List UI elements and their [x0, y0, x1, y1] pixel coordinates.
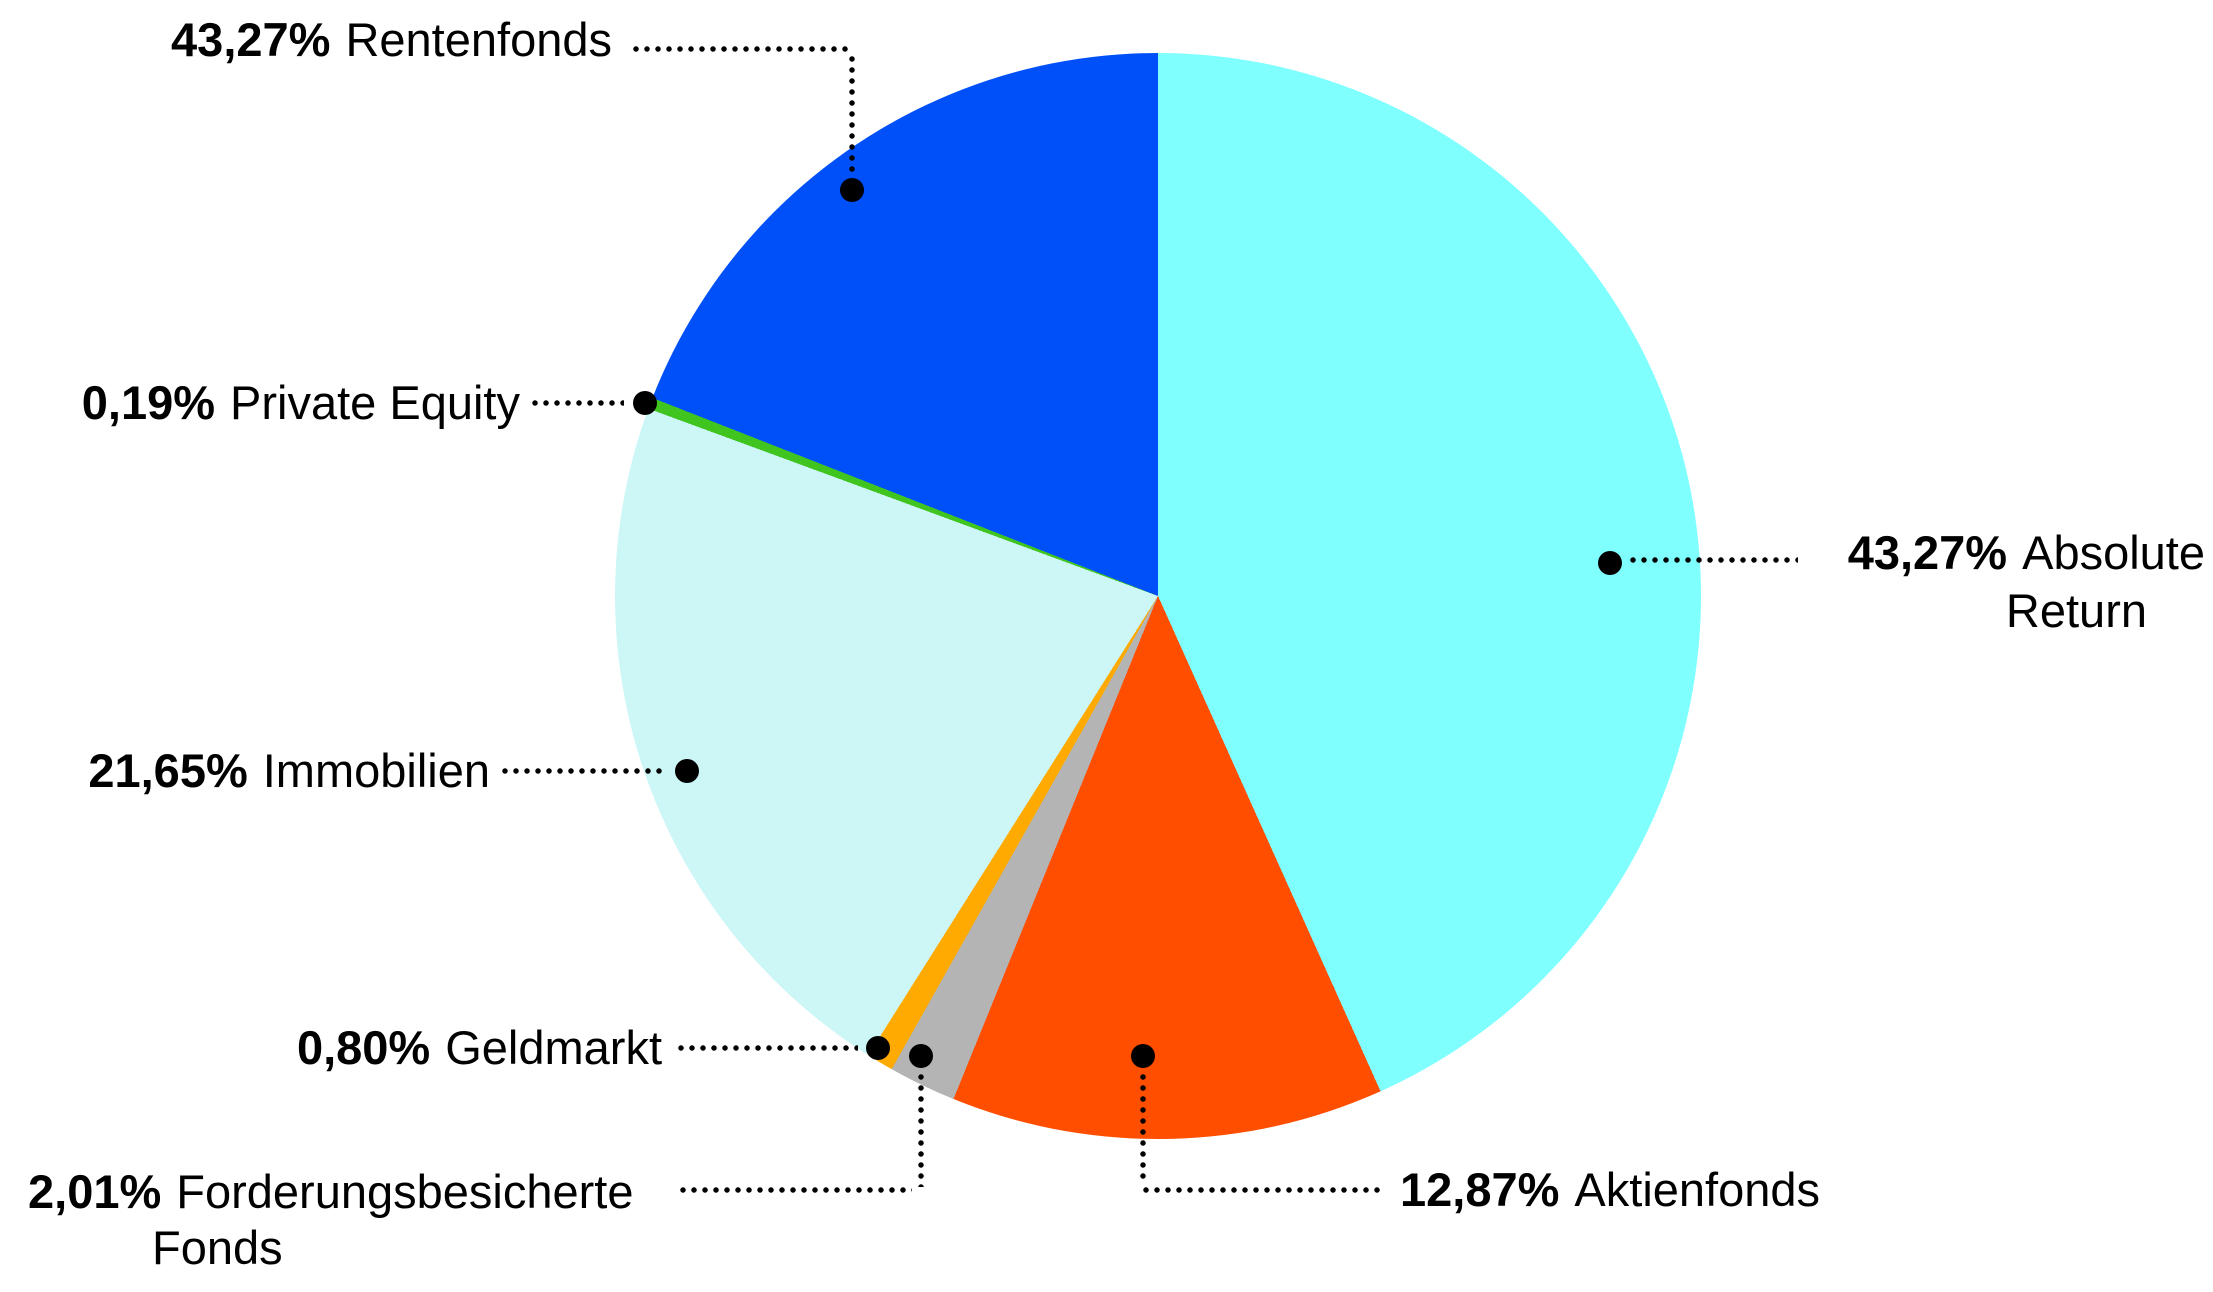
forderung-name-line1: Forderungsbesicherte	[176, 1165, 634, 1218]
private-equity-name: Private Equity	[230, 376, 520, 429]
leader-line-aktienfonds-h	[1143, 1187, 1380, 1193]
aktienfonds-percent: 12,87%	[1400, 1163, 1560, 1216]
leader-line-absolute-return-h	[1630, 557, 1798, 563]
geldmarkt-percent: 0,80%	[296, 1021, 431, 1074]
leader-line-forderung-v	[918, 1074, 924, 1187]
forderung-percent: 2,01%	[28, 1165, 162, 1218]
absolute-return-line1: 43,27% Absolute	[1848, 524, 2205, 582]
leader-dot-forderung	[909, 1044, 933, 1068]
geldmarkt-name: Geldmarkt	[445, 1021, 662, 1074]
leader-dot-private-equity	[633, 391, 657, 415]
pie-chart	[615, 53, 1701, 1139]
leader-line-private-equity-h	[532, 400, 624, 406]
rentenfonds-name: Rentenfonds	[345, 13, 612, 66]
leader-dot-rentenfonds	[840, 178, 864, 202]
forderung-line1: 2,01% Forderungsbesicherte	[28, 1164, 633, 1220]
leader-dot-geldmarkt	[866, 1036, 890, 1060]
leader-line-aktienfonds-v	[1140, 1074, 1146, 1184]
label-absolute-return: 43,27% Absolute Return	[1848, 524, 2205, 640]
private-equity-percent: 0,19%	[81, 376, 216, 429]
rentenfonds-percent: 43,27%	[171, 13, 331, 66]
label-forderungsbesicherte-fonds: 2,01% Forderungsbesicherte Fonds	[28, 1164, 633, 1276]
absolute-return-percent: 43,27%	[1847, 526, 2008, 579]
leader-line-rentenfonds-h	[633, 46, 853, 52]
absolute-return-name-line1: Absolute	[2022, 526, 2205, 579]
label-rentenfonds: 43,27% Rentenfonds	[171, 12, 612, 68]
leader-line-forderung-h	[680, 1187, 912, 1193]
label-aktienfonds: 12,87% Aktienfonds	[1400, 1162, 1820, 1218]
immobilien-name: Immobilien	[262, 744, 490, 797]
leader-line-geldmarkt-h	[678, 1045, 858, 1051]
leader-line-rentenfonds-v	[849, 56, 855, 174]
absolute-return-name-line2: Return	[2005, 584, 2147, 637]
aktienfonds-name: Aktienfonds	[1574, 1163, 1821, 1216]
leader-dot-immobilien	[675, 759, 699, 783]
leader-line-immobilien-h	[502, 768, 664, 774]
label-private-equity: 0,19% Private Equity	[82, 375, 520, 431]
forderung-name-line2: Fonds	[152, 1221, 283, 1274]
label-immobilien: 21,65% Immobilien	[88, 743, 490, 799]
leader-dot-absolute-return	[1598, 551, 1622, 575]
immobilien-percent: 21,65%	[88, 744, 248, 797]
leader-dot-aktienfonds	[1131, 1044, 1155, 1068]
label-geldmarkt: 0,80% Geldmarkt	[297, 1020, 662, 1076]
